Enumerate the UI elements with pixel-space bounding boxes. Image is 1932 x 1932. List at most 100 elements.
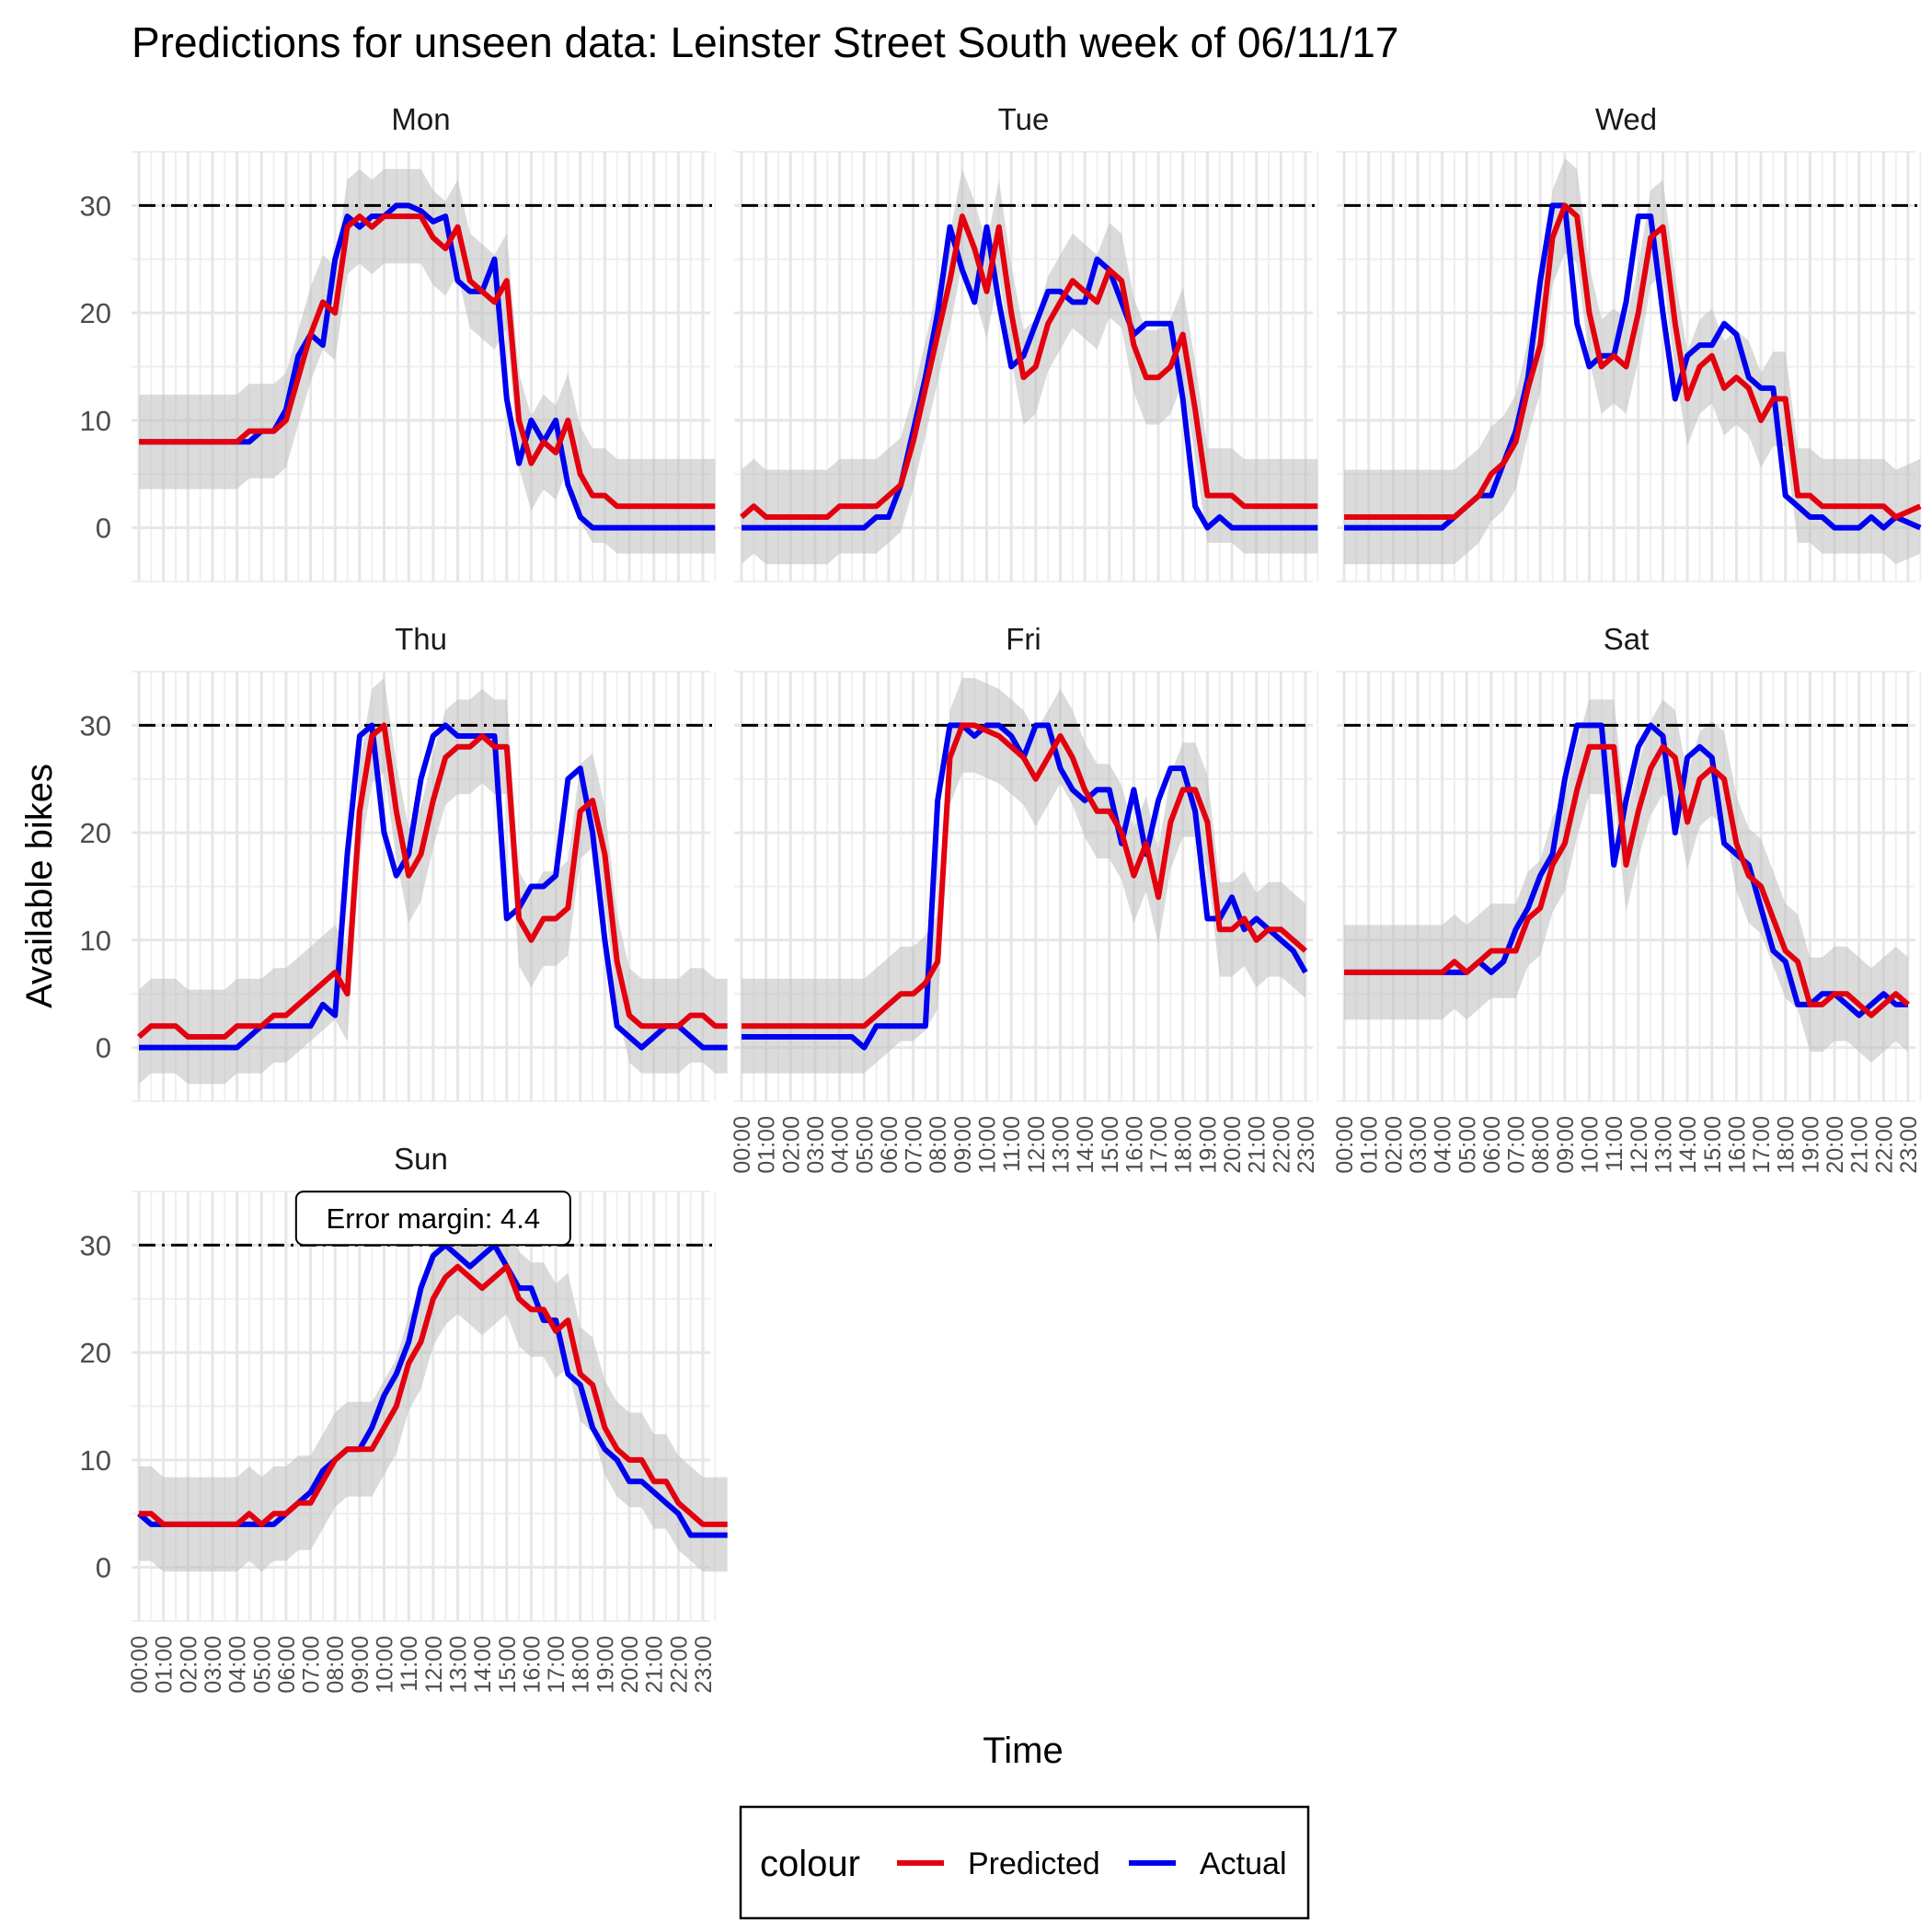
x-tick-label: 12:00 [421, 1636, 447, 1694]
x-tick-label: 00:00 [730, 1116, 755, 1174]
legend-box [739, 1805, 1310, 1920]
y-tick-label: 30 [80, 1229, 111, 1261]
x-tick-label: 18:00 [569, 1636, 594, 1694]
x-tick-label: 09:00 [950, 1116, 976, 1174]
panel-label: Thu [395, 622, 447, 656]
x-tick-label: 10:00 [975, 1116, 1001, 1174]
x-tick-label: 16:00 [1121, 1116, 1147, 1174]
x-tick-label: 04:00 [1431, 1116, 1456, 1174]
x-tick-label: 15:00 [495, 1636, 521, 1694]
x-tick-label: 20:00 [1220, 1116, 1246, 1174]
x-tick-label: 01:00 [1357, 1116, 1383, 1174]
x-tick-label: 04:00 [828, 1116, 854, 1174]
x-tick-label: 08:00 [926, 1116, 951, 1174]
panel-fri: Fri 00:0001:0002:0003:0004:0005:0006:0007… [730, 622, 1319, 1174]
y-tick-label: 0 [96, 512, 111, 545]
x-tick-label: 09:00 [348, 1636, 374, 1694]
actual-line [139, 722, 728, 1051]
panel-label: Mon [391, 102, 450, 136]
x-tick-label: 11:00 [397, 1636, 422, 1692]
y-tick-label: 30 [80, 709, 111, 742]
x-tick-label: 17:00 [544, 1636, 569, 1694]
x-tick-label: 05:00 [249, 1636, 275, 1694]
panel-tue: Tue [734, 102, 1319, 582]
x-tick-label: 11:00 [1602, 1116, 1627, 1172]
x-tick-label: 04:00 [225, 1636, 251, 1694]
y-tick-label: 10 [80, 405, 111, 437]
x-tick-label: 02:00 [778, 1116, 804, 1174]
x-tick-label: 08:00 [323, 1636, 349, 1694]
x-tick-label: 06:00 [1479, 1116, 1505, 1174]
x-tick-label: 10:00 [1578, 1116, 1604, 1174]
x-tick-label: 12:00 [1627, 1116, 1652, 1174]
error-band [742, 678, 1305, 1074]
predicted-line [740, 213, 1318, 520]
y-tick-label: 10 [80, 1444, 111, 1477]
legend-label-actual: Actual [1200, 1846, 1287, 1881]
predicted-line [139, 1263, 728, 1527]
panel-thu: Thu 0 10 20 30 [80, 622, 728, 1102]
x-tick-label: 19:00 [1798, 1116, 1823, 1174]
x-tick-label: 16:00 [519, 1636, 545, 1694]
x-tick-label: 19:00 [1195, 1116, 1221, 1174]
x-tick-label: 02:00 [176, 1636, 201, 1694]
x-tick-label: 02:00 [1381, 1116, 1407, 1174]
x-tick-label: 15:00 [1098, 1116, 1123, 1174]
predicted-line [1344, 202, 1922, 520]
predicted-line [137, 722, 728, 1040]
x-tick-label: 20:00 [1823, 1116, 1848, 1174]
y-tick-label: 30 [80, 190, 111, 222]
x-tick-label: 12:00 [1024, 1116, 1050, 1174]
actual-line [1344, 722, 1908, 1018]
x-tick-label: 01:00 [754, 1116, 780, 1174]
panel-label: Sun [394, 1142, 448, 1176]
x-tick-label: 03:00 [803, 1116, 829, 1174]
x-tick-label: 18:00 [1774, 1116, 1800, 1174]
x-tick-label: 17:00 [1146, 1116, 1172, 1174]
actual-line [137, 1242, 728, 1538]
x-tick-label: 17:00 [1749, 1116, 1775, 1174]
error-band [1344, 699, 1908, 1063]
panel-label: Tue [998, 102, 1050, 136]
y-tick-label: 0 [96, 1032, 111, 1064]
panel-wed: Wed [1337, 102, 1922, 582]
x-tick-label: 00:00 [127, 1636, 153, 1694]
x-tick-label: 22:00 [1871, 1116, 1897, 1174]
x-tick-label: 23:00 [691, 1636, 717, 1694]
x-tick-label: 13:00 [445, 1636, 471, 1694]
error-band [1344, 158, 1921, 565]
y-tick-label: 20 [80, 297, 111, 329]
x-tick-label: 03:00 [1406, 1116, 1432, 1174]
x-tick-label: 05:00 [1455, 1116, 1480, 1174]
error-band [139, 168, 716, 554]
x-tick-label: 11:00 [999, 1116, 1025, 1172]
x-tick-label: 13:00 [1048, 1116, 1074, 1174]
x-tick-label: 19:00 [592, 1636, 618, 1694]
actual-line [742, 224, 1318, 531]
x-axis-title: Time [983, 1731, 1063, 1771]
x-tick-label: 23:00 [1294, 1116, 1319, 1174]
x-tick-label: 10:00 [373, 1636, 398, 1694]
legend: colour Predicted Actual [739, 1805, 1310, 1920]
y-axis-title: Available bikes [19, 764, 60, 1008]
chart-title: Predictions for unseen data: Leinster St… [132, 18, 1398, 66]
predicted-line [742, 722, 1307, 1029]
x-tick-label: 22:00 [1269, 1116, 1294, 1174]
x-tick-label: 21:00 [1245, 1116, 1271, 1174]
x-tick-label: 06:00 [877, 1116, 903, 1174]
x-tick-label: 06:00 [274, 1636, 300, 1694]
x-tick-label: 23:00 [1896, 1116, 1922, 1174]
panel-mon: Mon 0 10 20 30 [80, 102, 717, 582]
x-tick-label: 07:00 [902, 1116, 927, 1174]
x-tick-label: 14:00 [1073, 1116, 1098, 1174]
legend-title: colour [760, 1844, 860, 1884]
x-tick-label: 09:00 [1553, 1116, 1579, 1174]
panel-label: Sat [1604, 622, 1650, 656]
panel-sat: Sat 00:0001:0002:0003:0004:0005:0006:0007… [1332, 622, 1922, 1174]
x-tick-label: 22:00 [666, 1636, 692, 1694]
error-band [139, 1219, 728, 1572]
x-tick-label: 07:00 [1504, 1116, 1530, 1174]
predicted-line [1344, 743, 1910, 1018]
